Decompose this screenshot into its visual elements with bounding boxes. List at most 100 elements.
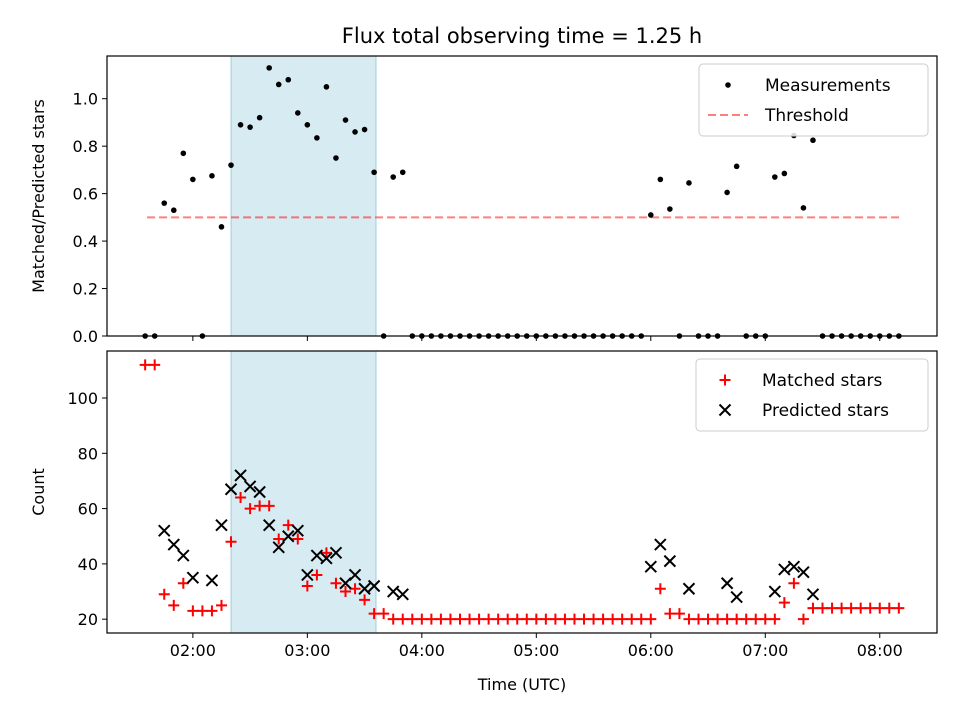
- matched-stars-point: [464, 613, 476, 625]
- matched-stars-point: [406, 613, 418, 625]
- predicted-stars-point: [396, 588, 409, 601]
- measurements-point: [218, 224, 225, 230]
- matched-stars-point: [712, 613, 724, 625]
- measurements-point: [170, 207, 177, 214]
- predicted-stars-point: [663, 554, 677, 568]
- x-tick-label: 04:00: [399, 641, 445, 660]
- matched-stars-point: [225, 536, 237, 548]
- matched-stars-point: [826, 602, 838, 614]
- measurements-point: [657, 176, 664, 183]
- matched-stars-point: [597, 613, 609, 625]
- matched-stars-point: [215, 599, 227, 611]
- predicted-stars-point: [730, 590, 743, 604]
- x-tick-label: 03:00: [284, 641, 330, 660]
- matched-stars-point: [397, 613, 409, 625]
- predicted-stars-legend-marker: [718, 403, 732, 417]
- matched-stars-point: [626, 613, 638, 625]
- measurements-point: [390, 174, 397, 180]
- matched-stars-point: [368, 608, 380, 620]
- matched-stars-point: [149, 359, 161, 371]
- measurements-point: [275, 81, 282, 88]
- matched-stars-point: [292, 533, 304, 545]
- matched-stars-point: [817, 602, 829, 614]
- matched-stars-point: [425, 613, 437, 625]
- matched-stars-point: [549, 613, 561, 625]
- predicted-stars-point: [358, 582, 371, 595]
- predicted-stars-point: [320, 552, 333, 565]
- matched-stars-point: [435, 613, 447, 625]
- predicted-stars-point: [348, 568, 362, 582]
- matched-stars-point: [273, 533, 285, 545]
- x-tick-label: 06:00: [628, 641, 674, 660]
- matched-stars-point: [530, 613, 542, 625]
- y-tick-label: 0.4: [73, 232, 98, 251]
- matched-stars-point: [702, 613, 714, 625]
- predicted-stars-point: [167, 538, 180, 551]
- y-tick-label: 40: [78, 555, 98, 574]
- measurements-point: [295, 110, 301, 116]
- measurements-point: [323, 84, 330, 90]
- matched-stars-point: [387, 613, 399, 625]
- measurements-point: [781, 170, 788, 177]
- matched-stars-point: [778, 597, 790, 609]
- predicted-stars-point: [329, 546, 343, 560]
- predicted-stars-point: [797, 565, 810, 579]
- measurements-legend-marker: [725, 82, 731, 88]
- predicted-stars-point: [720, 577, 734, 590]
- matched-stars-point: [845, 602, 857, 614]
- matched-stars-point: [196, 605, 208, 617]
- matched-stars-legend-marker: [719, 374, 731, 386]
- matched-stars-point: [502, 613, 514, 625]
- matched-stars-point: [893, 602, 905, 614]
- predicted-stars-point: [367, 579, 381, 593]
- predicted-stars-point: [682, 582, 696, 595]
- predicted-stars-point: [253, 485, 266, 499]
- matched-stars-point: [349, 583, 361, 595]
- legend-label: Threshold: [764, 106, 849, 126]
- matched-stars-point: [244, 503, 256, 515]
- matched-stars-point: [340, 586, 352, 598]
- matched-stars-point: [836, 602, 848, 614]
- measurements-point: [333, 155, 339, 161]
- matched-stars-point: [769, 613, 781, 625]
- measurements-point: [247, 124, 253, 130]
- matched-stars-point: [187, 605, 199, 617]
- y-tick-label: 0.8: [73, 137, 98, 156]
- predicted-stars-point: [386, 585, 400, 598]
- x-tick-label: 08:00: [857, 641, 903, 660]
- x-axis-label: Time (UTC): [477, 675, 566, 694]
- matched-stars-point: [750, 613, 762, 625]
- predicted-stars-point: [224, 483, 238, 496]
- y-tick-label: 0.0: [73, 327, 98, 346]
- matched-stars-point: [797, 613, 809, 625]
- measurements-point: [800, 205, 807, 211]
- matched-stars-point: [483, 613, 495, 625]
- matched-stars-point: [416, 613, 428, 625]
- matched-stars-point: [607, 613, 619, 625]
- measurements-point: [237, 122, 244, 128]
- predicted-stars-point: [310, 549, 324, 562]
- measurements-point: [256, 114, 263, 121]
- top-panel: 0.0 0.2 0.4 0.6 0.8 1.0 Matched/Predicted star…: [29, 55, 938, 346]
- matched-stars-point: [645, 613, 657, 625]
- predicted-stars-point: [186, 571, 200, 584]
- matched-stars-point: [864, 602, 876, 614]
- top-legend: Measurements Threshold: [698, 63, 929, 137]
- measurements-point: [314, 135, 320, 141]
- predicted-stars-point: [243, 480, 257, 493]
- predicted-stars-point: [644, 560, 658, 573]
- matched-stars-point: [540, 613, 552, 625]
- matched-stars-point: [588, 613, 600, 625]
- measurements-point: [361, 126, 368, 133]
- matched-stars-point: [654, 583, 666, 595]
- measurements-point: [399, 169, 406, 176]
- predicted-stars-point: [234, 469, 247, 482]
- measurements-point: [724, 189, 730, 196]
- predicted-stars-point: [215, 518, 228, 532]
- measurements-point: [342, 117, 349, 123]
- y-tick-label: 20: [78, 610, 98, 629]
- measurements-point: [667, 206, 673, 212]
- bottom-legend: Matched stars Predicted stars: [695, 358, 929, 432]
- matched-stars-point: [883, 602, 895, 614]
